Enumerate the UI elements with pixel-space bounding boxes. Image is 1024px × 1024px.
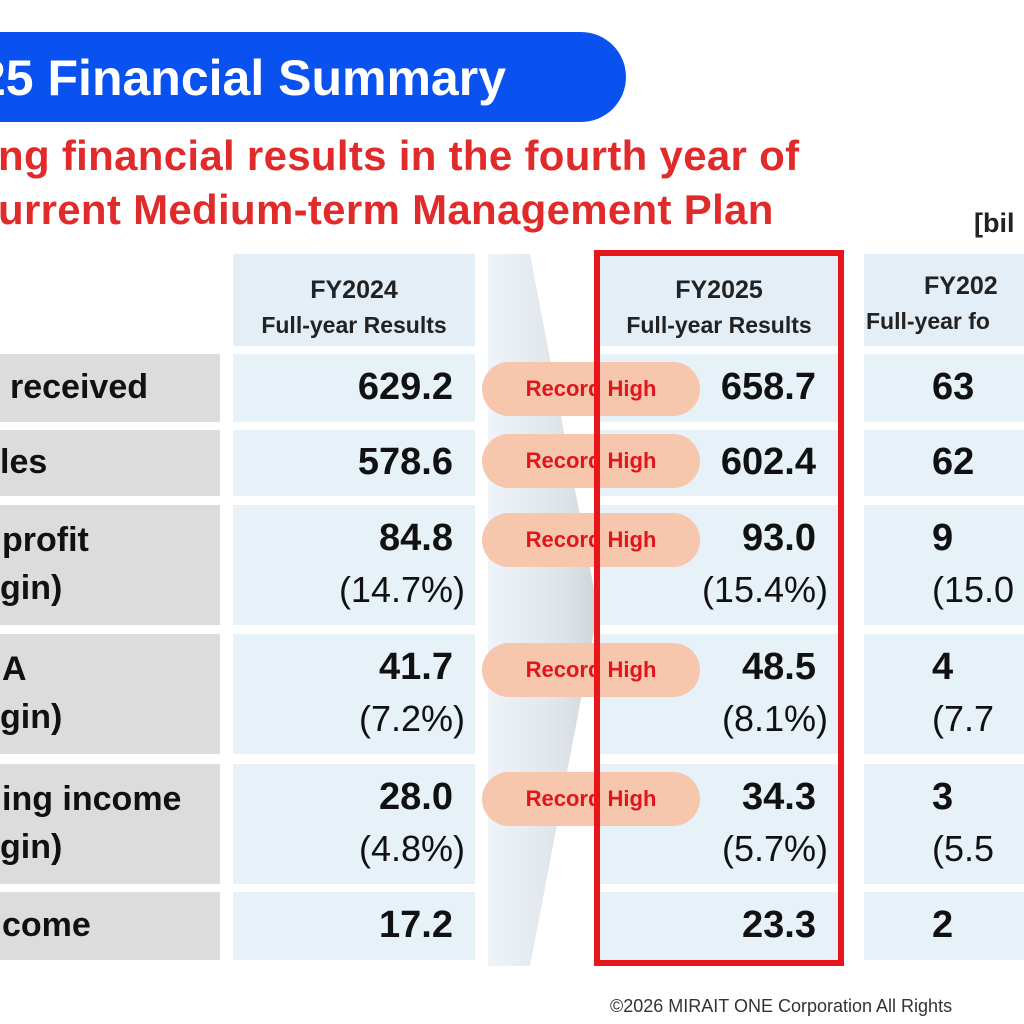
- row-label-net-sales: les: [0, 430, 220, 496]
- row-label-ebitda: A gin): [0, 634, 220, 754]
- subtitle-line-2: urrent Medium-term Management Plan: [0, 186, 774, 233]
- row-label-gross-profit: profit gin): [0, 505, 220, 625]
- cell-fy2024-net-income: 17.2: [233, 892, 475, 960]
- fy2025-highlight-frame: [594, 250, 844, 966]
- title-banner: [0, 32, 626, 122]
- header-fy2026: FY202 Full-year fo: [864, 254, 1024, 346]
- record-high-badge-sales: Record High: [482, 434, 700, 488]
- cell-fy2026-gross-profit: 9 (15.0: [864, 505, 1024, 625]
- header-fy2024-label: Full-year Results: [261, 312, 447, 338]
- header-fy2025: FY2025 Full-year Results: [600, 254, 838, 346]
- cell-fy2024-gross-profit: 84.8 (14.7%): [233, 505, 475, 625]
- cell-fy2026-sales: 62: [864, 430, 1024, 496]
- header-fy2024: FY2024 Full-year Results: [233, 254, 475, 346]
- subtitle-line-1: ng financial results in the fourth year …: [0, 132, 800, 179]
- cell-fy2024-orders: 629.2: [233, 354, 475, 422]
- header-fy2025-year: FY2025: [675, 276, 763, 304]
- header-fy2026-year: FY202: [924, 272, 998, 300]
- row-label-net-income: come: [0, 892, 220, 960]
- record-high-badge-ebitda: Record High: [482, 643, 700, 697]
- cell-fy2024-ebitda: 41.7 (7.2%): [233, 634, 475, 754]
- header-fy2025-label: Full-year Results: [626, 312, 812, 338]
- row-label-operating-income: ing income gin): [0, 764, 220, 884]
- record-high-badge-gross-profit: Record High: [482, 513, 700, 567]
- record-high-badge-operating-income: Record High: [482, 772, 700, 826]
- header-fy2026-label: Full-year fo: [866, 308, 990, 334]
- header-fy2024-year: FY2024: [310, 276, 398, 304]
- cell-fy2026-net-income: 2: [864, 892, 1024, 960]
- record-high-badge-orders: Record High: [482, 362, 700, 416]
- cell-fy2024-sales: 578.6: [233, 430, 475, 496]
- cell-fy2024-operating-income: 28.0 (4.8%): [233, 764, 475, 884]
- copyright-footer: ©2026 MIRAIT ONE Corporation All Rights: [610, 996, 953, 1016]
- cell-fy2025-net-income: 23.3: [600, 892, 838, 960]
- page-title: 25 Financial Summary: [0, 50, 507, 106]
- cell-fy2026-orders: 63: [864, 354, 1024, 422]
- cell-fy2026-ebitda: 4 (7.7: [864, 634, 1024, 754]
- unit-label: [bil: [974, 208, 1015, 238]
- cell-fy2026-operating-income: 3 (5.5: [864, 764, 1024, 884]
- row-label-orders-received: received: [0, 354, 220, 422]
